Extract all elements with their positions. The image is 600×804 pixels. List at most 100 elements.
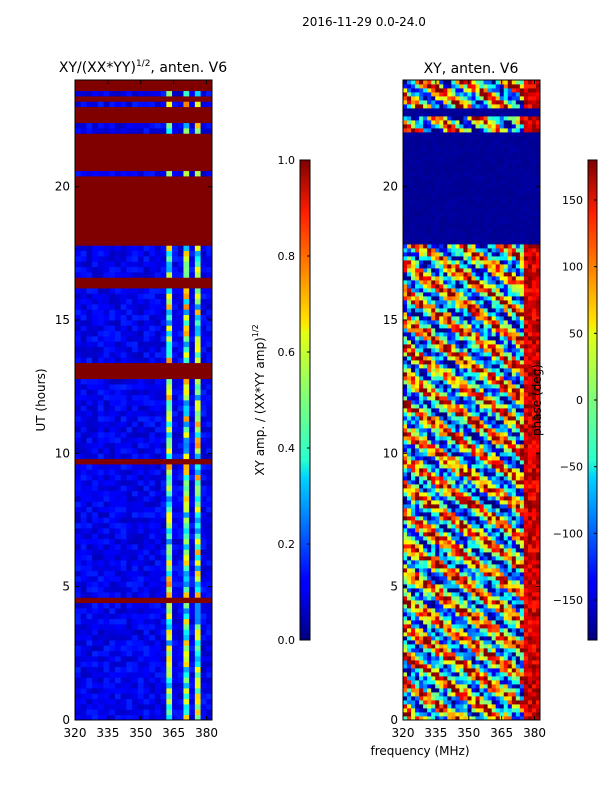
heatmap-cell bbox=[435, 580, 439, 584]
heatmap-cell bbox=[126, 176, 132, 182]
heatmap-cell bbox=[81, 208, 87, 214]
heatmap-cell bbox=[423, 476, 427, 480]
heatmap-cell bbox=[463, 620, 467, 624]
heatmap-cell bbox=[427, 484, 431, 488]
heatmap-cell bbox=[161, 485, 167, 491]
heatmap-cell bbox=[504, 484, 508, 488]
heatmap-cell bbox=[86, 389, 92, 395]
heatmap-cell bbox=[419, 696, 423, 700]
heatmap-cell bbox=[86, 704, 92, 710]
heatmap-cell bbox=[138, 613, 144, 619]
heatmap-cell bbox=[435, 684, 439, 688]
heatmap-cell bbox=[472, 664, 476, 668]
heatmap-cell bbox=[109, 629, 115, 635]
heatmap-cell bbox=[423, 564, 427, 568]
heatmap-cell bbox=[419, 652, 423, 656]
heatmap-cell bbox=[508, 628, 512, 632]
heatmap-cell bbox=[532, 688, 536, 692]
heatmap-cell bbox=[109, 693, 115, 699]
heatmap-cell bbox=[109, 437, 115, 443]
heatmap-cell bbox=[480, 516, 484, 520]
heatmap-cell bbox=[415, 512, 419, 516]
heatmap-cell bbox=[161, 469, 167, 475]
heatmap-cell bbox=[447, 636, 451, 640]
heatmap-cell bbox=[144, 597, 150, 603]
heatmap-cell bbox=[480, 552, 484, 556]
heatmap-cell bbox=[472, 532, 476, 536]
heatmap-cell bbox=[496, 564, 500, 568]
heatmap-cell bbox=[172, 427, 178, 433]
heatmap-cell bbox=[443, 552, 447, 556]
heatmap-cell bbox=[411, 632, 415, 636]
heatmap-cell bbox=[443, 688, 447, 692]
heatmap-cell bbox=[161, 85, 167, 91]
heatmap-cell bbox=[206, 544, 212, 550]
heatmap-cell bbox=[183, 656, 189, 662]
heatmap-cell bbox=[81, 459, 87, 465]
heatmap-cell bbox=[86, 293, 92, 299]
heatmap-cell bbox=[403, 616, 407, 620]
heatmap-cell bbox=[492, 664, 496, 668]
heatmap-cell bbox=[183, 469, 189, 475]
heatmap-cell bbox=[155, 160, 161, 166]
heatmap-cell bbox=[126, 299, 132, 305]
heatmap-cell bbox=[161, 619, 167, 625]
heatmap-cell bbox=[98, 395, 104, 401]
heatmap-cell bbox=[98, 165, 104, 171]
heatmap-cell bbox=[121, 555, 127, 561]
heatmap-cell bbox=[201, 539, 207, 545]
heatmap-cell bbox=[206, 619, 212, 625]
heatmap-cell bbox=[109, 432, 115, 438]
heatmap-cell bbox=[484, 708, 488, 712]
heatmap-cell bbox=[161, 437, 167, 443]
heatmap-cell bbox=[435, 596, 439, 600]
heatmap-cell bbox=[98, 181, 104, 187]
heatmap-cell bbox=[109, 661, 115, 667]
heatmap-cell bbox=[81, 304, 87, 310]
heatmap-cell bbox=[195, 320, 201, 326]
heatmap-cell bbox=[98, 128, 104, 134]
heatmap-cell bbox=[423, 652, 427, 656]
heatmap-cell bbox=[115, 299, 121, 305]
heatmap-cell bbox=[172, 277, 178, 283]
heatmap-cell bbox=[431, 504, 435, 508]
heatmap-cell bbox=[443, 576, 447, 580]
heatmap-cell bbox=[195, 107, 201, 113]
heatmap-cell bbox=[104, 176, 110, 182]
heatmap-cell bbox=[75, 629, 81, 635]
heatmap-cell bbox=[166, 192, 172, 198]
heatmap-cell bbox=[528, 608, 532, 612]
heatmap-cell bbox=[144, 528, 150, 534]
heatmap-cell bbox=[467, 492, 471, 496]
heatmap-cell bbox=[407, 616, 411, 620]
heatmap-cell bbox=[411, 492, 415, 496]
heatmap-cell bbox=[172, 229, 178, 235]
heatmap-cell bbox=[467, 552, 471, 556]
heatmap-cell bbox=[520, 488, 524, 492]
heatmap-cell bbox=[104, 448, 110, 454]
heatmap-cell bbox=[528, 568, 532, 572]
heatmap-cell bbox=[104, 107, 110, 113]
heatmap-cell bbox=[195, 421, 201, 427]
heatmap-cell bbox=[492, 532, 496, 536]
heatmap-cell bbox=[504, 520, 508, 524]
heatmap-cell bbox=[195, 368, 201, 374]
heatmap-cell bbox=[512, 496, 516, 500]
heatmap-cell bbox=[149, 379, 155, 385]
heatmap-cell bbox=[206, 213, 212, 219]
heatmap-cell bbox=[407, 588, 411, 592]
heatmap-cell bbox=[138, 443, 144, 449]
heatmap-cell bbox=[132, 160, 138, 166]
heatmap-cell bbox=[492, 572, 496, 576]
heatmap-cell bbox=[132, 437, 138, 443]
heatmap-cell bbox=[166, 437, 172, 443]
heatmap-cell bbox=[516, 708, 520, 712]
heatmap-cell bbox=[121, 539, 127, 545]
heatmap-cell bbox=[155, 421, 161, 427]
heatmap-cell bbox=[115, 507, 121, 513]
heatmap-cell bbox=[455, 588, 459, 592]
heatmap-cell bbox=[115, 277, 121, 283]
heatmap-cell bbox=[92, 283, 98, 289]
heatmap-cell bbox=[467, 484, 471, 488]
heatmap-cell bbox=[104, 592, 110, 598]
